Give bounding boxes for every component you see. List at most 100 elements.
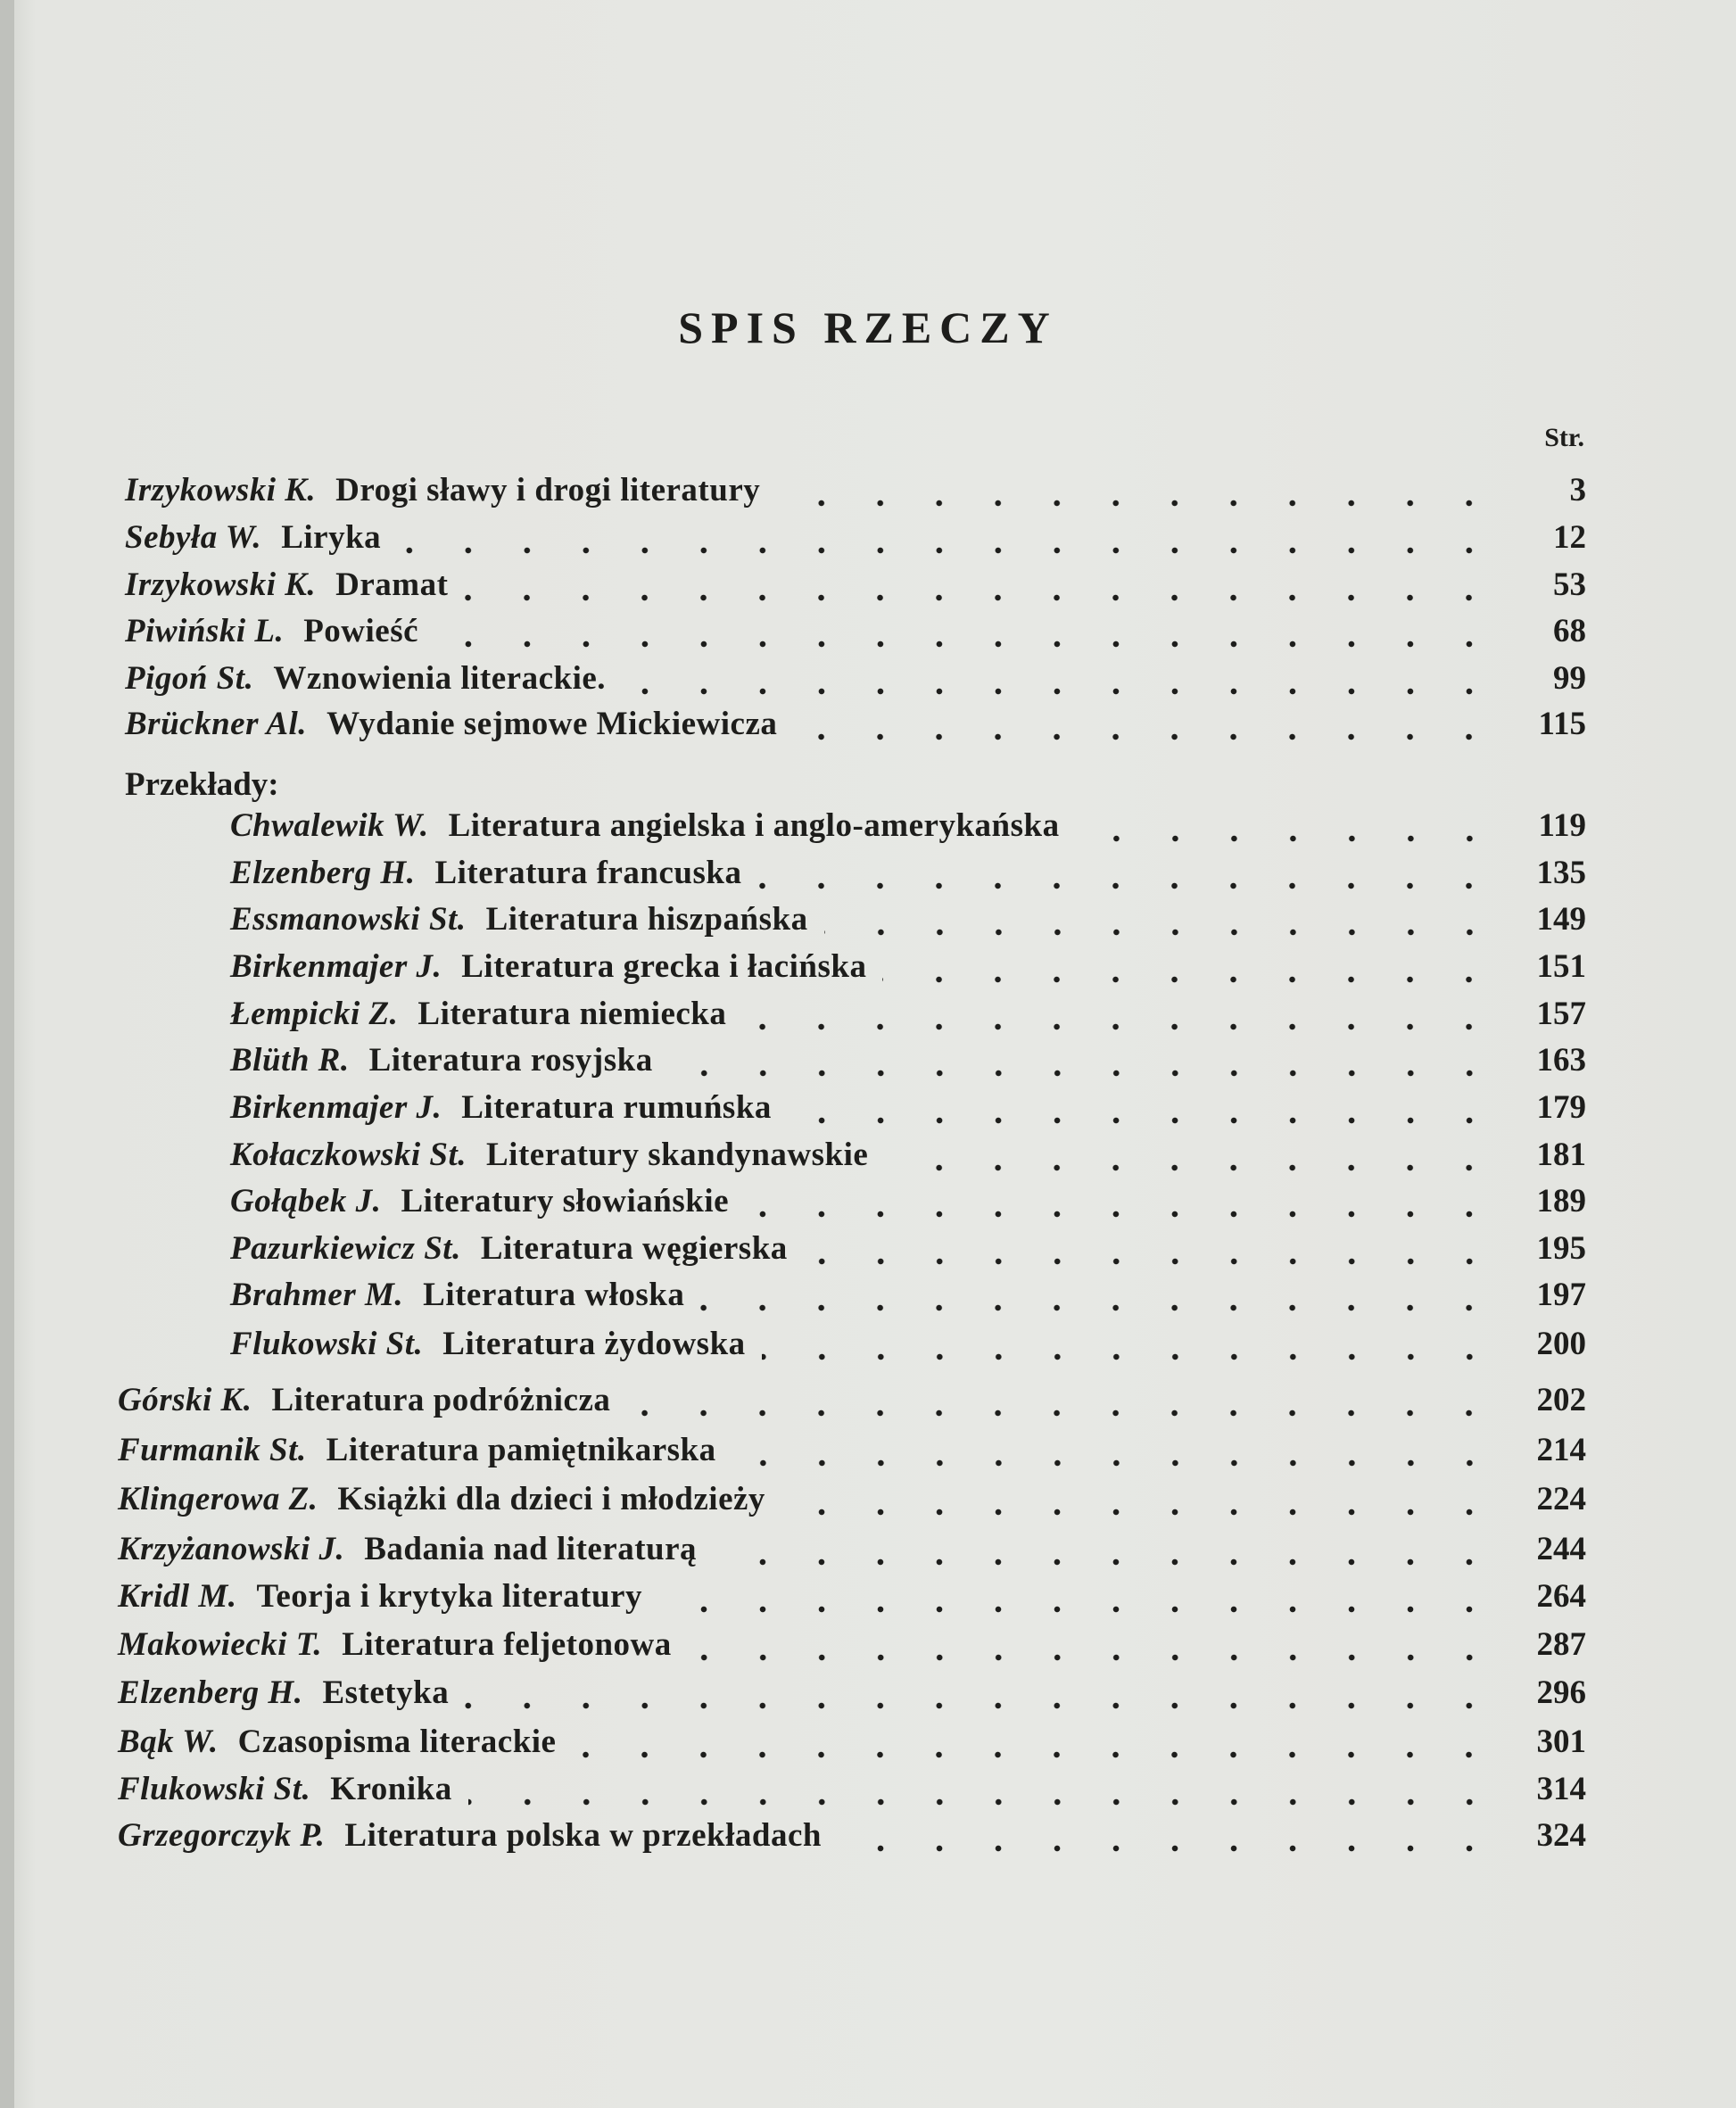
entry-title: Teorja i krytyka literatury	[256, 1578, 642, 1615]
entry-page-number: 68	[1553, 613, 1586, 649]
toc-entry: Furmanik St. Literatura pamiętnikarska 214	[118, 1431, 1586, 1477]
entry-title: Powieść	[303, 613, 419, 649]
entry-title: Dramat	[335, 566, 449, 603]
dot-leader	[884, 1164, 1499, 1171]
entry-page-number: 149	[1536, 901, 1587, 938]
dot-leader	[572, 1751, 1499, 1758]
entry-author: Brückner Al.	[125, 706, 308, 742]
entry-author: Krzyżanowski J.	[118, 1531, 345, 1567]
entry-author: Gołąbek J.	[230, 1183, 382, 1219]
dot-leader	[465, 1702, 1499, 1709]
dot-leader	[464, 594, 1499, 601]
toc-entry: Łempicki Z. Literatura niemiecka 157	[230, 995, 1586, 1041]
toc-entry: Grzegorczyk P. Literatura polska w przekł…	[118, 1816, 1586, 1863]
entry-page-number: 195	[1536, 1230, 1587, 1267]
toc-entry: Pazurkiewicz St. Literatura węgierska 195	[230, 1229, 1586, 1276]
dot-leader	[668, 1070, 1499, 1077]
dot-leader	[622, 688, 1499, 695]
entry-title: Literatura węgierska	[480, 1230, 788, 1267]
toc-entry: Krzyżanowski J. Badania nad literaturą 244	[118, 1530, 1586, 1576]
toc-entry: Flukowski St. Kronika 314	[118, 1770, 1586, 1816]
toc-entry: Elzenberg H. Literatura francuska 135	[230, 854, 1586, 900]
toc-entry: Górski K. Literatura podróżnicza 202	[118, 1381, 1586, 1427]
dot-leader	[793, 733, 1499, 740]
entry-title: Literatura feljetonowa	[342, 1626, 672, 1663]
entry-author: Flukowski St.	[118, 1771, 311, 1807]
dot-leader	[1075, 835, 1499, 842]
dot-leader	[434, 641, 1499, 648]
entry-page-number: 12	[1553, 519, 1586, 556]
entry-page-number: 314	[1536, 1771, 1587, 1807]
entry-title: Wydanie sejmowe Mickiewicza	[327, 706, 778, 742]
dot-leader	[757, 882, 1499, 889]
entry-page-number: 3	[1569, 472, 1587, 508]
entry-page-number: 244	[1536, 1531, 1587, 1567]
entry-author: Blüth R.	[230, 1042, 350, 1079]
entry-author: Bąk W.	[118, 1724, 219, 1760]
dot-leader	[713, 1558, 1499, 1566]
toc-entry: Birkenmajer J. Literatura grecka i łacińs…	[230, 947, 1586, 994]
entry-author: Irzykowski K.	[125, 472, 317, 508]
entry-page-number: 99	[1553, 660, 1586, 697]
toc-entry: Elzenberg H. Estetyka 296	[118, 1674, 1586, 1720]
dot-leader	[787, 1117, 1499, 1124]
entry-page-number: 200	[1536, 1326, 1587, 1362]
entry-author: Grzegorczyk P.	[118, 1817, 326, 1854]
entry-author: Kridl M.	[118, 1578, 237, 1615]
entry-page-number: 264	[1536, 1578, 1587, 1615]
entry-author: Essmanowski St.	[230, 901, 467, 938]
entry-author: Sebyła W.	[125, 519, 262, 556]
entry-author: Pigoń St.	[125, 660, 254, 697]
toc-entry: Gołąbek J. Literatury słowiańskie 189	[230, 1182, 1586, 1228]
entry-title: Drogi sławy i drogi literatury	[335, 472, 761, 508]
entry-title: Literatura włoska	[423, 1277, 685, 1313]
dot-leader	[700, 1304, 1499, 1311]
entry-title: Badania nad literaturą	[364, 1531, 698, 1567]
toc-entry: Klingerowa Z. Książki dla dzieci i młodzi…	[118, 1480, 1586, 1526]
entry-author: Elzenberg H.	[230, 855, 416, 891]
entry-author: Łempicki Z.	[230, 996, 399, 1032]
entry-page-number: 179	[1536, 1089, 1587, 1126]
toc-entry: Birkenmajer J. Literatura rumuńska 179	[230, 1088, 1586, 1135]
entry-title: Literatura żydowska	[442, 1326, 746, 1362]
entry-title: Literatura francuska	[434, 855, 742, 891]
entry-title: Literatura polska w przekładach	[344, 1817, 822, 1854]
entry-title: Literatura hiszpańska	[485, 901, 808, 938]
dot-leader	[397, 547, 1499, 554]
entry-author: Makowiecki T.	[118, 1626, 323, 1663]
dot-leader	[626, 1409, 1499, 1417]
entry-title: Literatura rumuńska	[461, 1089, 772, 1126]
toc-entry: Blüth R. Literatura rosyjska 163	[230, 1041, 1586, 1087]
entry-author: Górski K.	[118, 1382, 252, 1418]
entry-title: Literatura podróżnicza	[271, 1382, 611, 1418]
entry-page-number: 151	[1536, 948, 1587, 985]
entry-page-number: 224	[1536, 1481, 1587, 1517]
dot-leader	[781, 1509, 1499, 1516]
entry-title: Czasopisma literackie	[237, 1724, 557, 1760]
entry-page-number: 324	[1536, 1817, 1587, 1854]
toc-entry: Brahmer M. Literatura włoska 197	[230, 1276, 1586, 1322]
toc-entry: Flukowski St. Literatura żydowska 200	[230, 1325, 1586, 1371]
entry-title: Literatura grecka i łacińska	[461, 948, 867, 985]
dot-leader	[657, 1606, 1499, 1613]
section-heading-translations: Przekłady:	[125, 766, 279, 803]
entry-author: Flukowski St.	[230, 1326, 424, 1362]
entry-title: Kronika	[330, 1771, 452, 1807]
entry-author: Klingerowa Z.	[118, 1481, 318, 1517]
entry-author: Elzenberg H.	[118, 1674, 303, 1711]
dot-leader	[803, 1258, 1499, 1265]
dot-leader	[776, 500, 1499, 507]
entry-author: Piwiński L.	[125, 613, 285, 649]
entry-title: Literatura rosyjska	[368, 1042, 653, 1079]
toc-entry: Bąk W. Czasopisma literackie 301	[118, 1723, 1586, 1769]
entry-page-number: 197	[1536, 1277, 1587, 1313]
entry-page-number: 115	[1538, 706, 1586, 742]
entry-page-number: 296	[1536, 1674, 1587, 1711]
entry-author: Birkenmajer J.	[230, 1089, 442, 1126]
dot-leader	[761, 1353, 1499, 1360]
dot-leader	[882, 976, 1499, 983]
entry-author: Kołaczkowski St.	[230, 1137, 467, 1173]
entry-author: Irzykowski K.	[125, 566, 317, 603]
toc-entry: Sebyła W. Liryka 12	[125, 518, 1586, 565]
entry-page-number: 135	[1536, 855, 1587, 891]
